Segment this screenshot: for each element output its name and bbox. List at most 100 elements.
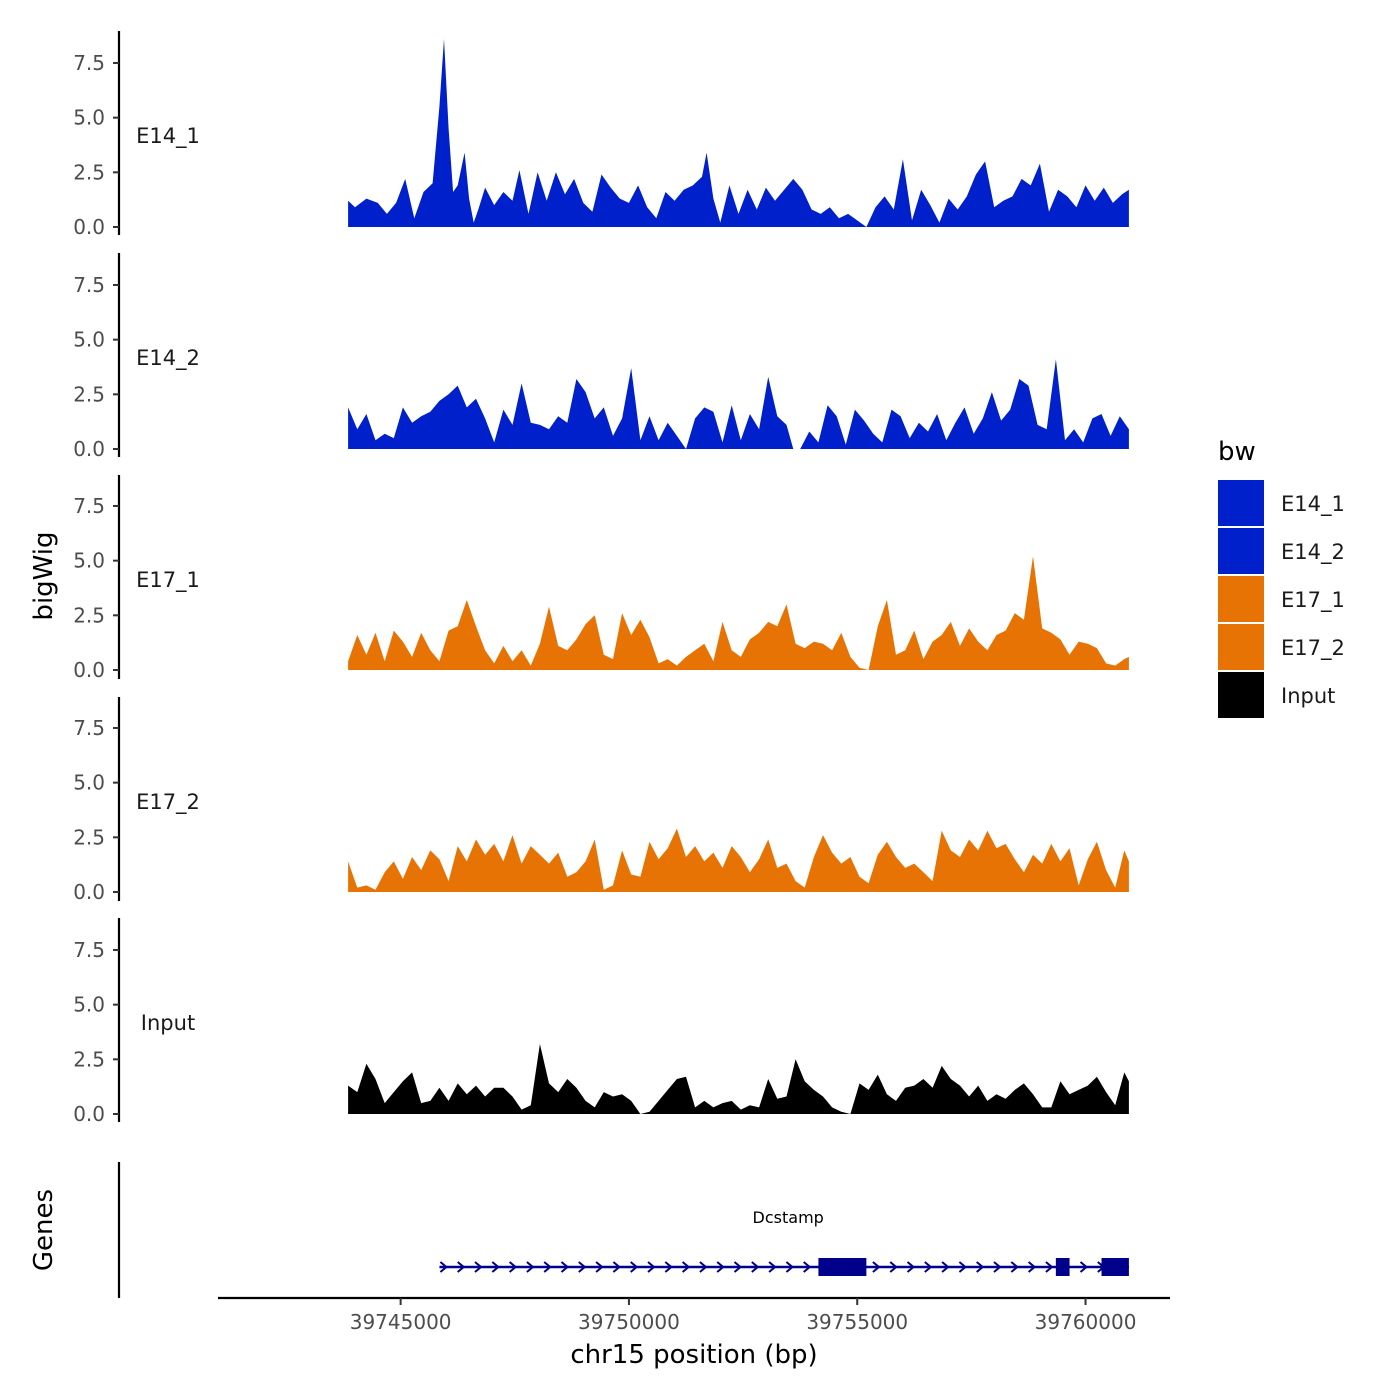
strand-arrow-mark xyxy=(664,1261,673,1273)
legend-title: bw xyxy=(1218,437,1256,467)
track-label: Input xyxy=(141,1011,195,1035)
track-label: E17_2 xyxy=(136,790,200,815)
legend-swatch xyxy=(1218,576,1264,622)
y-tick-label: 2.5 xyxy=(73,603,105,627)
legend-entry-E17_2: E17_2 xyxy=(1218,624,1345,670)
y-tick-label: 2.5 xyxy=(73,825,105,849)
y-tick-label: 0.0 xyxy=(73,658,105,682)
legend-label: E14_1 xyxy=(1281,492,1345,517)
y-tick-label: 0.0 xyxy=(73,215,105,239)
strand-arrow-mark xyxy=(993,1261,1002,1273)
track-E14_2: 0.0 2.5 5.0 7.5 E14_2 xyxy=(73,253,1129,461)
legend-label: E14_2 xyxy=(1281,540,1345,565)
legend-swatch xyxy=(1218,480,1264,526)
strand-arrow-mark xyxy=(630,1261,639,1273)
strand-arrow-mark xyxy=(1079,1261,1089,1273)
legend-label: E17_1 xyxy=(1281,588,1345,613)
legend-label: Input xyxy=(1281,684,1335,708)
gene-Dcstamp: Dcstamp xyxy=(439,1208,1129,1276)
legend-label: E17_2 xyxy=(1281,636,1345,661)
track-E17_2: 0.0 2.5 5.0 7.5 E17_2 xyxy=(73,697,1129,904)
strand-arrow-mark xyxy=(958,1261,967,1273)
x-axis: 39745000 39750000 39755000 39760000 xyxy=(218,1296,1170,1334)
strand-arrow-mark xyxy=(681,1261,691,1273)
strand-arrow-mark xyxy=(491,1261,500,1273)
genes-axis-title: Genes xyxy=(29,1189,59,1271)
signal-area-E17_1 xyxy=(348,556,1129,670)
y-tick-label: 7.5 xyxy=(73,273,105,297)
signal-area-Input xyxy=(348,1044,1129,1114)
y-tick-label: 0.0 xyxy=(73,1102,105,1126)
legend-entry-Input: Input xyxy=(1218,672,1335,718)
x-tick-label: 39755000 xyxy=(806,1310,908,1334)
x-axis-title: chr15 position (bp) xyxy=(570,1340,817,1370)
strand-arrow-mark xyxy=(560,1261,570,1273)
track-E14_1: 0.0 2.5 5.0 7.5 E14_1 xyxy=(73,31,1129,239)
y-tick-label: 2.5 xyxy=(73,382,105,406)
y-tick-label: 5.0 xyxy=(73,771,105,795)
strand-arrow-mark xyxy=(647,1261,656,1273)
legend-swatch xyxy=(1218,528,1264,574)
legend-swatch xyxy=(1218,672,1264,718)
strand-arrow-mark xyxy=(976,1261,985,1273)
legend-swatch xyxy=(1218,624,1264,670)
y-tick-label: 0.0 xyxy=(73,437,105,461)
strand-arrow-mark xyxy=(457,1261,466,1273)
strand-arrow-mark xyxy=(508,1261,518,1273)
strand-arrow-mark xyxy=(751,1261,760,1273)
y-axis-title: bigWig xyxy=(29,531,59,620)
gene-exon xyxy=(818,1258,867,1276)
strand-arrow-mark xyxy=(803,1261,812,1273)
gene-exon xyxy=(1101,1258,1129,1276)
strand-arrow-mark xyxy=(595,1261,604,1273)
strand-arrow-mark xyxy=(889,1261,898,1273)
strand-arrow-mark xyxy=(699,1261,708,1273)
strand-arrow-mark xyxy=(716,1261,725,1273)
strand-arrow-mark xyxy=(578,1261,587,1273)
x-tick-label: 39750000 xyxy=(578,1310,680,1334)
strand-arrow-mark xyxy=(439,1261,448,1273)
legend-entry-E14_1: E14_1 xyxy=(1218,480,1345,526)
strand-arrow-mark xyxy=(768,1261,777,1273)
strand-arrow-mark xyxy=(872,1261,881,1273)
legend-entry-E17_1: E17_1 xyxy=(1218,576,1345,622)
y-tick-label: 7.5 xyxy=(73,716,105,740)
strand-arrow-mark xyxy=(906,1261,916,1273)
y-tick-label: 7.5 xyxy=(73,51,105,75)
gene-models: Dcstamp xyxy=(439,1208,1129,1276)
signal-area-E14_1 xyxy=(348,38,1129,228)
track-label: E17_1 xyxy=(136,568,200,593)
strand-arrow-mark xyxy=(543,1261,552,1273)
x-tick-label: 39745000 xyxy=(350,1310,452,1334)
strand-arrow-mark xyxy=(1027,1261,1037,1273)
strand-arrow-mark xyxy=(733,1261,743,1273)
y-tick-label: 7.5 xyxy=(73,494,105,518)
legend-entry-E14_2: E14_2 xyxy=(1218,528,1345,574)
gene-exon xyxy=(1055,1258,1070,1276)
signal-area-E17_2 xyxy=(348,828,1129,892)
track-label: E14_1 xyxy=(136,124,200,149)
strand-arrow-mark xyxy=(924,1261,933,1273)
y-tick-label: 5.0 xyxy=(73,993,105,1017)
gene-panel: Genes Dcstamp xyxy=(29,1162,1129,1298)
y-tick-label: 0.0 xyxy=(73,880,105,904)
track-Input: 0.0 2.5 5.0 7.5 Input xyxy=(73,918,1129,1126)
strand-arrow-mark xyxy=(526,1261,535,1273)
x-tick-label: 39760000 xyxy=(1035,1310,1137,1334)
y-tick-label: 5.0 xyxy=(73,106,105,130)
strand-arrow-mark xyxy=(941,1261,950,1273)
strand-arrow-mark xyxy=(1010,1261,1019,1273)
strand-arrow-mark xyxy=(474,1261,483,1273)
y-tick-label: 7.5 xyxy=(73,938,105,962)
signal-area-E14_2 xyxy=(348,359,1129,449)
bigwig-tracks: 0.0 2.5 5.0 7.5 E14_1 0.0 2.5 5.0 7.5 E14_2 0.0 2.5… xyxy=(73,31,1129,1126)
gene-name-label: Dcstamp xyxy=(753,1208,824,1227)
strand-arrow-mark xyxy=(612,1261,621,1273)
strand-arrow-mark xyxy=(785,1261,794,1273)
y-tick-label: 2.5 xyxy=(73,160,105,184)
track-E17_1: 0.0 2.5 5.0 7.5 E17_1 xyxy=(73,475,1129,682)
strand-arrow-mark xyxy=(1045,1261,1054,1273)
y-tick-label: 5.0 xyxy=(73,328,105,352)
